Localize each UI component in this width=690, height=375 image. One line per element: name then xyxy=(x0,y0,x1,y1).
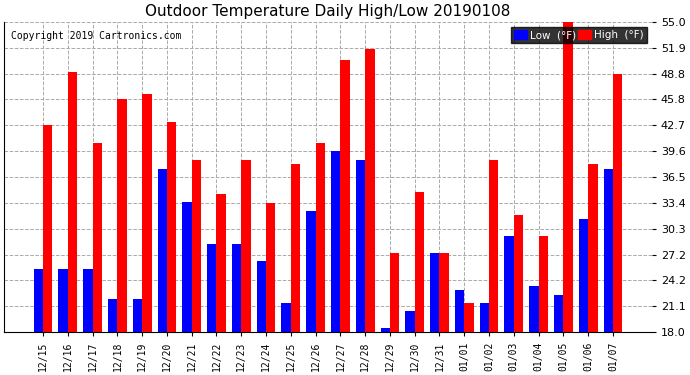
Bar xyxy=(405,311,415,332)
Bar xyxy=(464,303,474,332)
Bar xyxy=(588,165,598,332)
Bar xyxy=(257,261,266,332)
Bar xyxy=(529,286,539,332)
Bar xyxy=(331,151,340,332)
Bar xyxy=(232,244,241,332)
Legend: Low  (°F), High  (°F): Low (°F), High (°F) xyxy=(511,27,647,43)
Bar xyxy=(217,194,226,332)
Bar xyxy=(480,303,489,332)
Bar xyxy=(34,270,43,332)
Bar xyxy=(539,236,548,332)
Bar xyxy=(132,299,142,332)
Text: Copyright 2019 Cartronics.com: Copyright 2019 Cartronics.com xyxy=(10,31,181,41)
Bar xyxy=(504,236,514,332)
Bar xyxy=(430,253,440,332)
Bar xyxy=(514,215,523,332)
Bar xyxy=(192,160,201,332)
Bar xyxy=(182,202,192,332)
Bar xyxy=(157,169,167,332)
Bar xyxy=(380,328,390,332)
Bar xyxy=(440,253,449,332)
Bar xyxy=(489,160,498,332)
Bar xyxy=(266,203,275,332)
Bar xyxy=(604,169,613,332)
Title: Outdoor Temperature Daily High/Low 20190108: Outdoor Temperature Daily High/Low 20190… xyxy=(146,4,511,19)
Bar xyxy=(59,270,68,332)
Bar xyxy=(390,253,400,332)
Bar xyxy=(241,160,250,332)
Bar xyxy=(340,60,350,332)
Bar xyxy=(108,299,117,332)
Bar xyxy=(554,295,564,332)
Bar xyxy=(579,219,588,332)
Bar xyxy=(306,211,315,332)
Bar xyxy=(207,244,217,332)
Bar xyxy=(455,291,464,332)
Bar xyxy=(564,22,573,332)
Bar xyxy=(365,49,375,332)
Bar xyxy=(356,160,365,332)
Bar xyxy=(92,144,102,332)
Bar xyxy=(613,74,622,332)
Bar xyxy=(142,94,152,332)
Bar xyxy=(117,99,127,332)
Bar xyxy=(167,123,177,332)
Bar xyxy=(315,144,325,332)
Bar xyxy=(415,192,424,332)
Bar xyxy=(68,72,77,332)
Bar xyxy=(290,165,300,332)
Bar xyxy=(83,270,92,332)
Bar xyxy=(282,303,290,332)
Bar xyxy=(43,125,52,332)
